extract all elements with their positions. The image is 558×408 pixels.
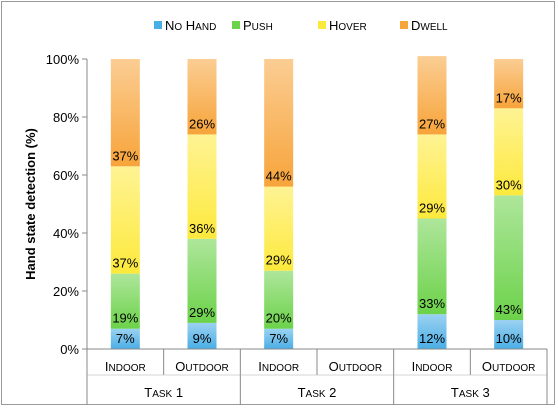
y-tick-label: 20%	[53, 284, 79, 299]
data-label-push: 20%	[266, 311, 292, 326]
bar-segment-dwell	[264, 59, 294, 187]
data-label-no-hand: 12%	[419, 331, 445, 346]
x-category-label: INDOOR	[105, 359, 146, 374]
data-label-hover: 37%	[112, 256, 138, 271]
y-tick-label: 0%	[60, 342, 79, 357]
x-group-label: TASK 1	[144, 385, 183, 400]
bar-segment-no-hand	[110, 328, 140, 349]
data-label-dwell: 44%	[266, 169, 292, 184]
legend-label-no-hand: NO HAND	[165, 18, 216, 33]
bar-segment-dwell	[417, 56, 447, 135]
bars: 7% 19% 37% 37% 9% 29% 36% 26% 7% 20% 29% 44% 12% 33% 2…	[110, 56, 524, 349]
x-group-label: TASK 3	[451, 385, 490, 400]
bar-segment-hover	[187, 134, 217, 239]
data-label-hover: 36%	[189, 221, 215, 236]
legend-swatch-hover	[318, 21, 326, 29]
y-tick-label: 100%	[46, 52, 80, 67]
bar-segment-no-hand	[494, 320, 524, 349]
data-label-dwell: 17%	[496, 90, 522, 105]
bar-segment-hover	[264, 186, 294, 271]
x-category-label: OUTDOOR	[482, 359, 535, 374]
legend-label-dwell: DWELL	[411, 18, 448, 33]
data-label-push: 43%	[496, 302, 522, 317]
data-label-hover: 30%	[496, 177, 522, 192]
legend-label-hover: HOVER	[329, 18, 367, 33]
legend-swatch-dwell	[400, 21, 408, 29]
legend-swatch-no-hand	[154, 21, 162, 29]
bar-segment-push	[417, 218, 447, 315]
y-tick-label: 60%	[53, 168, 79, 183]
data-label-no-hand: 10%	[496, 331, 522, 346]
legend-swatch-push	[232, 21, 240, 29]
data-label-no-hand: 9%	[193, 331, 212, 346]
x-category-label: INDOOR	[258, 359, 299, 374]
data-label-dwell: 37%	[112, 148, 138, 163]
bar-segment-push	[264, 270, 294, 329]
bar-segment-push	[187, 238, 217, 323]
y-axis-title: Hand state detection (%)	[23, 128, 38, 280]
bar-segment-no-hand	[187, 322, 217, 349]
x-axis: INDOOR OUTDOOR INDOOR OUTDOOR INDOOR OUTDOOR T…	[86, 348, 548, 405]
data-label-dwell: 27%	[419, 116, 445, 131]
bar-segment-push	[494, 195, 524, 320]
bar-segment-no-hand	[417, 314, 447, 349]
x-category-label: INDOOR	[412, 359, 453, 374]
legend: NO HAND PUSH HOVER DWELL	[154, 18, 448, 33]
x-category-label: OUTDOOR	[329, 359, 382, 374]
y-tick-label: 40%	[53, 226, 79, 241]
data-label-push: 19%	[112, 311, 138, 326]
bar-segment-hover	[110, 166, 140, 274]
data-label-push: 33%	[419, 296, 445, 311]
data-label-hover: 29%	[419, 201, 445, 216]
data-label-hover: 29%	[266, 253, 292, 268]
bar-segment-push	[110, 273, 140, 329]
data-label-no-hand: 7%	[269, 331, 288, 346]
bar-segment-dwell	[110, 59, 140, 167]
bar-segment-hover	[494, 108, 524, 196]
bar-segment-hover	[417, 134, 447, 219]
bar-segment-dwell	[494, 59, 524, 109]
bar-segment-dwell	[187, 59, 217, 135]
data-label-no-hand: 7%	[116, 331, 135, 346]
x-category-label: OUTDOOR	[175, 359, 228, 374]
y-tick-label: 80%	[53, 110, 79, 125]
data-label-push: 29%	[189, 305, 215, 320]
legend-label-push: PUSH	[243, 18, 273, 33]
x-group-label: TASK 2	[298, 385, 337, 400]
data-label-dwell: 26%	[189, 116, 215, 131]
bar-segment-no-hand	[264, 328, 294, 349]
y-axis: 0% 20% 40% 60% 80% 100%	[46, 52, 88, 357]
